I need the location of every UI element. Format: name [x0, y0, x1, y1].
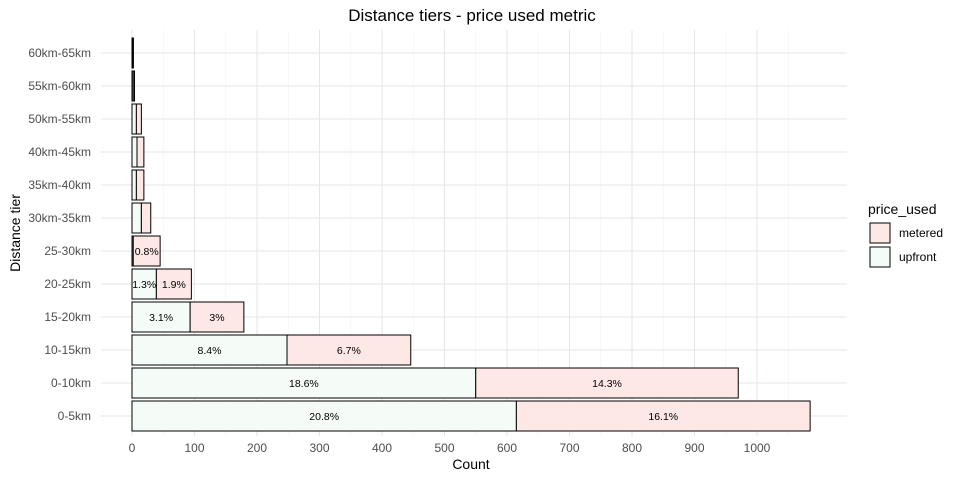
- bar-upfront-20-25km: [131, 268, 157, 300]
- bar-metered-30km-35km: [140, 202, 152, 234]
- y-axis-title: Distance tier: [7, 194, 23, 272]
- data-label-metered: 14.3%: [592, 378, 622, 390]
- data-label-upfront: 20.8%: [309, 411, 339, 423]
- chart-title: Distance tiers - price used metric: [348, 6, 596, 25]
- data-label-upfront: 18.6%: [289, 378, 319, 390]
- bar-metered-50km-55km: [135, 103, 142, 135]
- x-tick-label: 400: [372, 441, 392, 455]
- legend-label-metered: metered: [899, 226, 943, 240]
- bar-metered-15-20km: [189, 301, 245, 333]
- y-axis: 0-5km 0-10km 10-15km 15-20km 20-25km 25-30km 3…: [28, 46, 91, 423]
- data-label-upfront: 3.1%: [149, 312, 173, 324]
- data-label-metered: 16.1%: [648, 411, 678, 423]
- bar-upfront-10-15km: [131, 334, 288, 366]
- legend-title: price_used: [868, 201, 937, 217]
- legend-swatch-upfront: [869, 246, 891, 268]
- y-tick-label: 25-30km: [44, 244, 91, 258]
- y-tick-label: 0-10km: [51, 376, 91, 390]
- bar-metered-25-30km: [132, 235, 161, 267]
- y-tick-label: 15-20km: [44, 310, 91, 324]
- y-tick-label: 60km-65km: [28, 46, 91, 60]
- data-labels: 20.8% 16.1% 18.6% 14.3% 8.4% 6.7% 3.1% 3% 1.3% 1.…: [132, 246, 678, 423]
- data-label-upfront: 1.3%: [132, 279, 156, 291]
- legend-items: metered upfront: [869, 222, 943, 268]
- bar-metered-10-15km: [286, 334, 412, 366]
- x-tick-label: 900: [684, 441, 704, 455]
- bar-metered-0-5km: [515, 400, 811, 432]
- y-tick-label: 0-5km: [58, 409, 91, 423]
- data-label-metered: 0.8%: [135, 246, 159, 258]
- data-label-upfront: 8.4%: [198, 345, 222, 357]
- x-tick-label: 100: [184, 441, 204, 455]
- bar-upfront-40km-45km: [131, 136, 138, 168]
- x-tick-label: 1000: [744, 441, 771, 455]
- x-tick-label: 700: [559, 441, 579, 455]
- data-label-metered: 6.7%: [337, 345, 361, 357]
- bar-metered-40km-45km: [136, 136, 145, 168]
- bar-upfront-0-10km: [131, 367, 477, 399]
- y-tick-label: 35km-40km: [28, 178, 91, 192]
- x-tick-label: 600: [497, 441, 517, 455]
- y-tick-label: 55km-60km: [28, 79, 91, 93]
- bar-metered-35km-40km: [135, 169, 145, 201]
- y-tick-label: 20-25km: [44, 277, 91, 291]
- legend: price_used metered upfront: [868, 201, 943, 268]
- x-axis-title: Count: [452, 456, 489, 472]
- bars: [131, 37, 811, 432]
- x-tick-label: 200: [247, 441, 267, 455]
- x-tick-label: 800: [622, 441, 642, 455]
- bar-upfront-35km-40km: [131, 169, 137, 201]
- y-tick-label: 30km-35km: [28, 211, 91, 225]
- bar-metered-20-25km: [155, 268, 192, 300]
- y-tick-label: 40km-45km: [28, 145, 91, 159]
- bar-upfront-0-5km: [131, 400, 517, 432]
- bar-metered-0-10km: [475, 367, 739, 399]
- data-label-metered: 3%: [209, 312, 224, 324]
- x-axis: 0 100 200 300 400 500 600 700 800 900 1000: [129, 441, 771, 455]
- y-tick-label: 10-15km: [44, 343, 91, 357]
- bar-metered-60km-65km: [132, 37, 134, 69]
- bar-upfront-15-20km: [131, 301, 191, 333]
- bar-upfront-50km-55km: [131, 103, 137, 135]
- data-label-metered: 1.9%: [162, 279, 186, 291]
- x-tick-label: 0: [129, 441, 136, 455]
- legend-swatch-metered: [869, 222, 891, 244]
- y-tick-label: 50km-55km: [28, 112, 91, 126]
- bar-metered-55km-60km: [132, 70, 135, 102]
- legend-label-upfront: upfront: [899, 250, 937, 264]
- bar-upfront-30km-35km: [131, 202, 142, 234]
- x-tick-label: 500: [434, 441, 454, 455]
- x-tick-label: 300: [309, 441, 329, 455]
